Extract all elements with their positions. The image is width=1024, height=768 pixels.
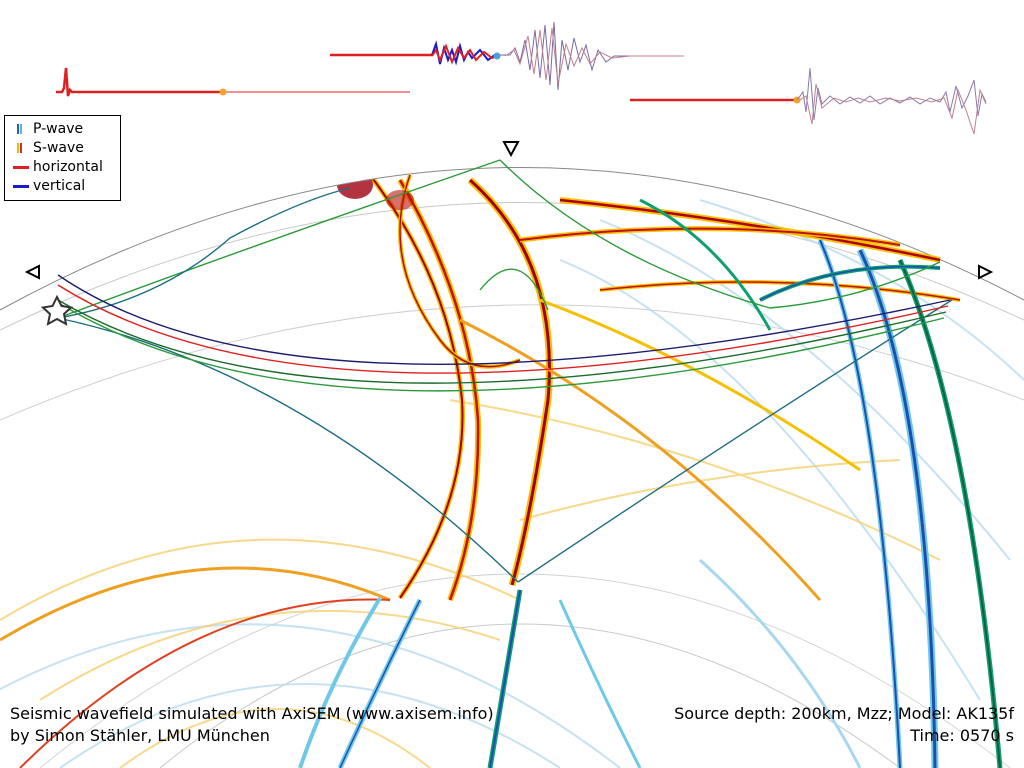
triangle-icon <box>978 264 994 280</box>
horizontal-swatch-icon <box>13 158 29 177</box>
wavefronts <box>0 171 1024 768</box>
model-caption: Source depth: 200km, Mzz; Model: AK135f … <box>674 703 1014 747</box>
ray-paths <box>57 159 953 583</box>
s-wave-swatch-icon <box>13 139 29 158</box>
legend-label: vertical <box>33 178 86 194</box>
credit-line-1: Seismic wavefield simulated with AxiSEM … <box>10 704 494 723</box>
p-wave-swatch-icon <box>13 120 29 139</box>
legend-item-vertical: vertical <box>13 177 120 196</box>
time-readout: Time: 0570 s <box>910 726 1014 745</box>
legend: P-wave S-wave horizontal vertical <box>4 115 121 201</box>
source-model-info: Source depth: 200km, Mzz; Model: AK135f <box>674 704 1014 723</box>
legend-label: horizontal <box>33 159 103 175</box>
legend-item-p-wave: P-wave <box>13 120 120 139</box>
credit-caption: Seismic wavefield simulated with AxiSEM … <box>10 703 494 747</box>
earth-cross-section <box>0 167 1024 768</box>
legend-item-s-wave: S-wave <box>13 139 120 158</box>
legend-label: S-wave <box>33 140 84 156</box>
vertical-swatch-icon <box>13 177 29 196</box>
seismogram-right <box>630 67 987 135</box>
legend-label: P-wave <box>33 121 84 137</box>
credit-line-2: by Simon Stähler, LMU München <box>10 726 270 745</box>
triangle-icon <box>502 141 520 158</box>
station-markers <box>24 141 994 280</box>
legend-item-horizontal: horizontal <box>13 158 120 177</box>
seismogram-left <box>56 67 410 97</box>
star-icon <box>40 294 74 326</box>
triangle-icon <box>24 264 40 280</box>
seismogram-middle <box>330 21 684 91</box>
